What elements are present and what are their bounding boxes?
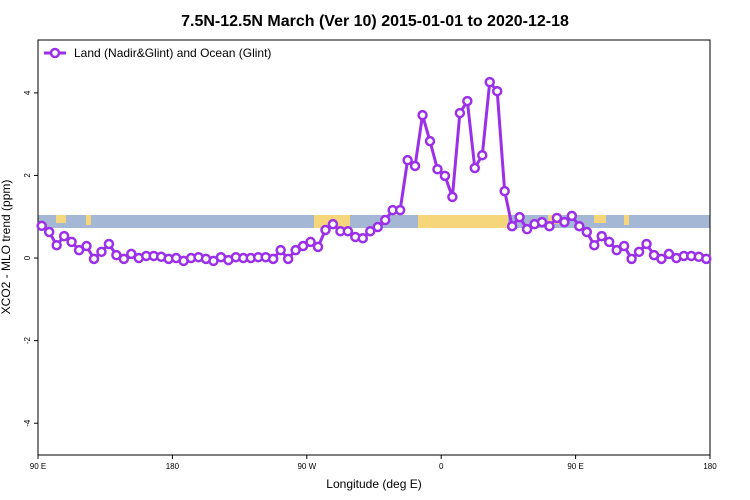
x-tick-label: 180	[166, 462, 180, 471]
point	[574, 220, 585, 232]
point	[267, 253, 279, 265]
y-tick-label: -2	[23, 337, 32, 345]
point	[73, 244, 85, 256]
point	[424, 135, 436, 147]
y-tick-label: 2	[23, 173, 32, 178]
x-tick-label: 90 E	[567, 462, 583, 471]
point	[589, 239, 600, 251]
x-axis-label: Longitude (deg E)	[326, 477, 421, 491]
x-tick-label: 90 W	[297, 462, 316, 471]
point	[282, 253, 294, 265]
point	[357, 232, 369, 244]
x-tick-label: 180	[703, 462, 717, 471]
point	[559, 216, 570, 228]
point	[372, 221, 383, 233]
point	[544, 220, 555, 232]
point	[447, 191, 458, 203]
point	[58, 230, 70, 242]
point	[305, 236, 316, 248]
point	[365, 225, 376, 237]
point	[477, 149, 488, 161]
point	[342, 225, 354, 237]
point	[36, 220, 47, 232]
point	[439, 170, 451, 182]
point	[596, 230, 607, 242]
point	[103, 238, 115, 250]
point	[51, 239, 62, 251]
point	[320, 224, 331, 236]
point	[432, 163, 443, 175]
point	[663, 248, 675, 260]
point	[88, 253, 100, 265]
point	[96, 246, 107, 258]
y-tick-label: -4	[23, 419, 32, 427]
x-tick-label: 90 E	[30, 462, 46, 471]
point	[327, 218, 339, 230]
point	[454, 107, 466, 119]
point	[290, 244, 301, 256]
point	[118, 253, 130, 265]
point	[551, 212, 563, 224]
chart-title: 7.5N-12.5N March (Ver 10) 2015-01-01 to …	[181, 13, 569, 30]
y-axis-label: XCO2 - MLO trend (ppm)	[0, 180, 13, 315]
point	[297, 240, 309, 252]
point	[469, 162, 481, 174]
point	[701, 253, 712, 265]
point	[581, 226, 593, 238]
x-tick-label: 0	[439, 462, 444, 471]
point	[275, 244, 286, 256]
point	[491, 85, 503, 97]
point	[379, 214, 391, 226]
point	[484, 76, 495, 88]
point	[603, 236, 615, 248]
y-tick-label: 0	[23, 255, 32, 260]
point	[618, 240, 630, 252]
point	[417, 109, 428, 121]
point	[81, 240, 92, 252]
point	[43, 226, 55, 238]
point	[499, 185, 510, 197]
point	[312, 241, 324, 253]
point	[394, 204, 406, 216]
point	[409, 160, 421, 172]
point	[506, 220, 518, 232]
plot-frame	[37, 39, 711, 456]
point	[521, 223, 533, 235]
point	[633, 246, 645, 258]
legend-marker	[49, 47, 61, 59]
point	[536, 216, 548, 228]
point	[126, 248, 137, 260]
point	[611, 244, 622, 256]
point	[462, 95, 473, 107]
point	[514, 211, 525, 223]
point	[641, 238, 652, 250]
point	[566, 210, 578, 222]
point	[656, 253, 667, 265]
point	[402, 154, 413, 166]
point	[66, 236, 77, 248]
point	[626, 253, 637, 265]
y-tick-label: 4	[23, 90, 32, 95]
legend-label: Land (Nadir&Glint) and Ocean (Glint)	[74, 46, 271, 60]
